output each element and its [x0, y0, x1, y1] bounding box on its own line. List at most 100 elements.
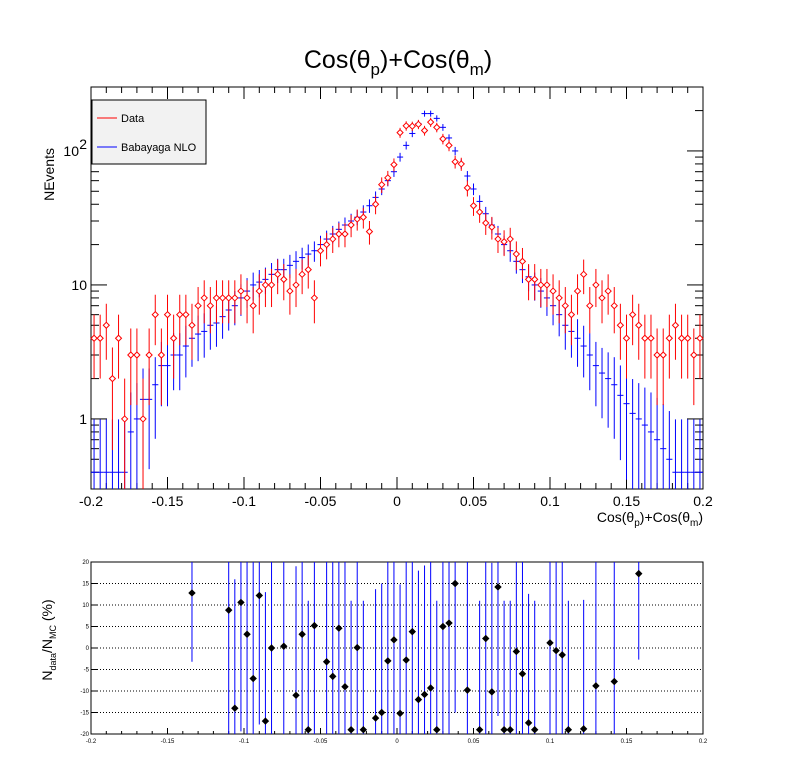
ratio-point	[267, 644, 276, 652]
data-point	[169, 334, 178, 342]
data-point	[127, 351, 135, 359]
ratio-y-tick-label: 5	[86, 625, 90, 631]
ratio-ylabel-part: (%)	[39, 599, 55, 625]
ratio-point	[426, 684, 435, 692]
title-part: )	[484, 46, 492, 74]
ratio-point	[280, 642, 288, 650]
ratio-y-tick-label: 20	[82, 560, 89, 566]
ratio-point	[341, 682, 349, 691]
y-tick-label: 10	[63, 143, 79, 159]
ratio-point	[494, 583, 502, 591]
ratio-point	[433, 725, 441, 734]
data-point	[255, 287, 264, 295]
ratio-point	[500, 725, 508, 734]
data-point	[194, 301, 202, 310]
ratio-point	[579, 725, 588, 733]
x-tick-label: 0.05	[460, 493, 487, 509]
main-x-ticks: -0.2 -0.15 -0.1 -0.05 0 0.05 0.1 0.15 0.2	[79, 87, 713, 509]
ratio-x-ticks: -0.2 -0.15 -0.1 -0.05 0 0.05 0.1 0.15 0.2	[86, 728, 708, 745]
ratio-point	[390, 636, 398, 644]
x-tick-label: -0.1	[232, 493, 256, 509]
data-point	[635, 321, 643, 329]
data-point	[500, 238, 508, 246]
data-point	[224, 294, 233, 302]
data-point	[561, 301, 570, 310]
data-point	[157, 351, 166, 359]
ratio-point	[635, 569, 643, 578]
data-point	[231, 294, 239, 302]
data-point	[628, 310, 637, 319]
data-point	[133, 351, 141, 359]
xlabel-part: )	[698, 509, 703, 525]
data-point	[475, 208, 484, 216]
data-point	[188, 321, 196, 329]
ratio-x-tick-label: 0.1	[546, 739, 555, 745]
ratio-point	[237, 598, 245, 607]
ratio-point	[329, 672, 337, 681]
data-point	[237, 287, 245, 295]
data-point	[292, 281, 300, 289]
xlabel-sub: m	[690, 518, 698, 529]
legend: Data Babayaga NLO	[91, 99, 207, 165]
data-point	[653, 351, 661, 359]
data-point	[414, 120, 423, 129]
data-point	[518, 257, 527, 266]
ratio-y-tick-label: 10	[82, 603, 89, 609]
data-point	[377, 180, 386, 189]
ratio-ylabel-part: /N	[39, 639, 55, 653]
data-point	[163, 310, 172, 319]
data-point	[298, 270, 306, 279]
ratio-y-tick-label: 0	[86, 646, 90, 652]
data-point	[139, 415, 147, 423]
data-point	[396, 128, 404, 137]
ratio-point	[298, 630, 306, 638]
ratio-series	[188, 562, 643, 734]
ratio-point	[310, 621, 319, 630]
ratio-y-tick-label: -15	[80, 711, 89, 717]
data-point	[151, 310, 159, 319]
data-point	[690, 351, 698, 359]
data-point	[530, 275, 539, 284]
y-tick-exponent: 2	[79, 136, 87, 152]
data-point	[200, 294, 208, 302]
ratio-point	[261, 717, 270, 725]
ratio-point	[482, 634, 490, 643]
data-point	[469, 202, 478, 210]
xlabel-part: )+Cos(θ	[640, 509, 690, 525]
data-point	[598, 294, 606, 302]
data-point	[96, 334, 104, 342]
x-tick-label: -0.15	[152, 493, 184, 509]
data-point	[506, 235, 514, 243]
data-point	[457, 160, 465, 168]
x-tick-label: 0	[393, 493, 401, 509]
ratio-x-tick-label: 0	[395, 739, 399, 745]
data-point	[573, 287, 582, 295]
data-point	[310, 294, 319, 302]
ratio-y-axis-title: Ndata/NMC (%)	[39, 599, 58, 680]
ratio-point	[384, 657, 392, 665]
ratio-point	[592, 682, 600, 690]
title-part: )+Cos(θ	[380, 46, 470, 74]
data-point	[659, 351, 667, 359]
data-point	[212, 294, 221, 302]
data-point	[622, 334, 631, 342]
ratio-point	[304, 725, 312, 734]
ratio-y-tick-label: -20	[80, 732, 89, 738]
data-point	[108, 374, 117, 383]
legend-box	[91, 99, 207, 165]
data-point	[439, 135, 447, 143]
ratio-point	[224, 606, 233, 614]
data-point	[543, 281, 551, 289]
x-tick-label: 0.15	[613, 493, 640, 509]
data-point	[555, 294, 563, 302]
ratio-point	[420, 690, 429, 699]
ratio-point	[371, 714, 380, 722]
data-point	[304, 265, 312, 274]
data-point	[616, 321, 625, 329]
data-point	[371, 200, 380, 208]
data-point	[390, 160, 398, 169]
data-point	[445, 141, 453, 150]
ratio-x-tick-label: -0.15	[161, 739, 175, 745]
